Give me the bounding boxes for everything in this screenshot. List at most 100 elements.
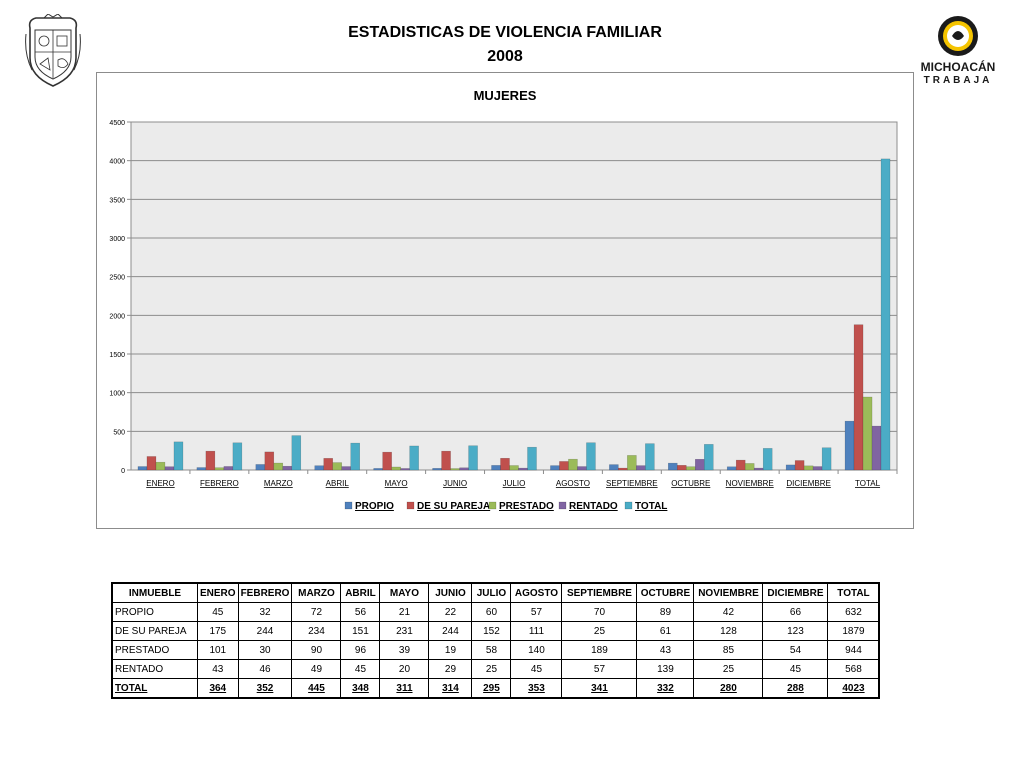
legend-swatch — [624, 501, 633, 510]
table-cell: 231 — [379, 621, 430, 641]
table-cell: 25 — [561, 621, 638, 641]
bar — [255, 464, 266, 471]
page-title: ESTADISTICAS DE VIOLENCIA FAMILIAR — [348, 24, 662, 41]
table-row: RENTADO 43 46 49 45 20 29 25 45 57 139 25 45 568 — [111, 659, 880, 679]
bar — [323, 458, 333, 471]
bar — [468, 445, 478, 471]
logo-text-line1: MICHOACÁN — [920, 60, 996, 74]
table-cell: 353 — [510, 678, 563, 699]
table-header-cell: AGOSTO — [510, 582, 563, 603]
table-cell: 244 — [428, 621, 473, 641]
table-cell: 234 — [291, 621, 342, 641]
table-cell: 43 — [636, 640, 695, 660]
bar — [500, 457, 510, 471]
bar — [785, 464, 796, 471]
bar — [137, 466, 148, 471]
bar — [753, 467, 764, 471]
bar — [164, 466, 175, 471]
bar — [350, 442, 360, 471]
legend-label: PROPIO — [355, 501, 394, 512]
legend-swatch — [558, 501, 567, 510]
table-cell: 45 — [510, 659, 563, 679]
x-tick-label: SEPTIEMBRE — [606, 479, 658, 488]
bar — [668, 462, 678, 471]
table-cell: 123 — [762, 621, 829, 641]
table-header-cell: DICIEMBRE — [762, 582, 829, 603]
table-row: DE SU PAREJA 175 244 234 151 231 244 152 111 25 61… — [111, 621, 880, 641]
data-table: INMUEBLE ENERO FEBRERO MARZO ABRIL MAYO JUNIO J… — [111, 582, 881, 699]
table-cell: 25 — [693, 659, 764, 679]
table-cell: 4023 — [827, 678, 880, 699]
bar — [803, 465, 814, 471]
bar-chart: MUJERES 0 500 1000 1500 2000 2500 3000 3500 4000 4… — [109, 88, 898, 512]
bar — [609, 464, 619, 471]
table-header-cell: ENERO — [197, 582, 239, 603]
bar — [205, 450, 216, 471]
table-header-cell: TOTAL — [827, 582, 880, 603]
table-header-cell: JUNIO — [428, 582, 473, 603]
x-tick-label: ENERO — [146, 479, 174, 488]
table-cell: 57 — [561, 659, 638, 679]
table-cell: 70 — [561, 602, 638, 622]
bar — [744, 463, 755, 471]
table-cell: 139 — [636, 659, 695, 679]
table-total-row: TOTAL 364 352 445 348 311 314 295 353 341 332 280 28… — [111, 678, 880, 699]
bar — [400, 468, 410, 471]
table-cell: 42 — [693, 602, 764, 622]
bar — [232, 442, 243, 471]
y-tick-label: 1500 — [109, 352, 125, 359]
bar — [762, 448, 773, 471]
bar — [880, 158, 891, 471]
table-cell: 85 — [693, 640, 764, 660]
table-row-label: DE SU PAREJA — [111, 621, 198, 641]
table-cell: 45 — [762, 659, 829, 679]
table-row: PRESTADO 101 30 90 96 39 19 58 140 189 43 85 54 944 — [111, 640, 880, 660]
table-cell: 944 — [827, 640, 880, 660]
bar — [726, 466, 737, 471]
x-tick-label: OCTUBRE — [671, 479, 710, 488]
table-cell: 189 — [561, 640, 638, 660]
bar — [155, 461, 166, 471]
chart-title: MUJERES — [474, 88, 537, 103]
bar — [618, 467, 628, 471]
x-tick-label: JUNIO — [443, 479, 467, 488]
table-cell: 56 — [340, 602, 381, 622]
x-tick-label: JULIO — [503, 479, 526, 488]
y-tick-label: 4000 — [109, 159, 125, 166]
table-header-cell: ABRIL — [340, 582, 381, 603]
bar — [550, 465, 560, 471]
y-tick-label: 1000 — [109, 391, 125, 398]
page-year: 2008 — [487, 48, 523, 65]
table-cell: 60 — [471, 602, 512, 622]
table-cell: 39 — [379, 640, 430, 660]
bar — [196, 467, 207, 471]
x-tick-label: MAYO — [385, 479, 408, 488]
y-tick-label: 500 — [113, 429, 125, 436]
table-cell: 54 — [762, 640, 829, 660]
coat-of-arms-icon — [25, 14, 81, 87]
bar — [518, 467, 528, 471]
bar — [844, 420, 855, 471]
table-cell: 45 — [197, 602, 239, 622]
table-cell: 295 — [471, 678, 512, 699]
bar — [391, 466, 401, 471]
michoacan-trabaja-logo: MICHOACÁN TRABAJA — [916, 14, 1000, 94]
table-cell: 25 — [471, 659, 512, 679]
legend-label: TOTAL — [635, 501, 667, 512]
bar — [214, 467, 225, 471]
table-cell: 57 — [510, 602, 563, 622]
table-cell: 332 — [636, 678, 695, 699]
bar — [586, 442, 596, 471]
table-cell: 32 — [237, 602, 293, 622]
table-cell: 61 — [636, 621, 695, 641]
table-cell: 341 — [561, 678, 638, 699]
table-header-cell: JULIO — [471, 582, 512, 603]
bar — [314, 465, 324, 471]
bar — [459, 467, 469, 471]
x-tick-label: NOVIEMBRE — [726, 479, 774, 488]
bar — [491, 465, 501, 471]
bar — [432, 468, 442, 471]
table-cell: 632 — [827, 602, 880, 622]
table-body: PROPIO 45 32 72 56 21 22 60 57 70 89 42 66 632 DE SU P… — [111, 602, 880, 699]
y-tick-label: 4500 — [109, 120, 125, 127]
